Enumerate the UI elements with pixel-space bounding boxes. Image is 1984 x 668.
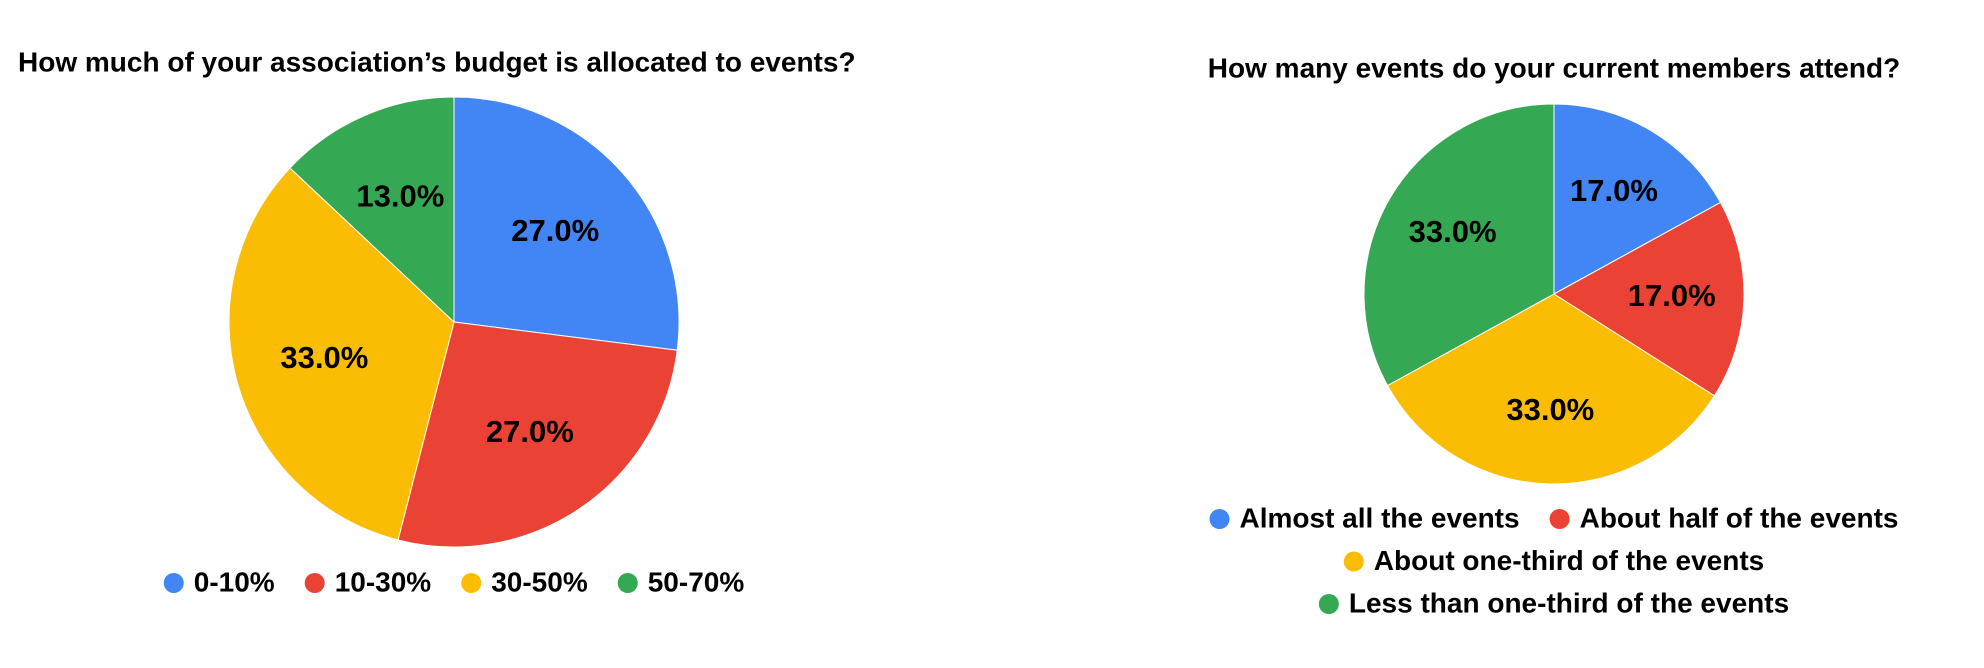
chart-title: How much of your association’s budget is…: [18, 46, 856, 77]
legend-item: 30-50%: [461, 566, 588, 597]
legend-label: 50-70%: [648, 566, 745, 597]
pie-slice: [397, 321, 678, 548]
legend-item: About one-third of the events: [1343, 545, 1764, 576]
data-label: 27.0%: [486, 414, 574, 449]
pie-slice: [1386, 293, 1716, 485]
pie-slice: [1553, 103, 1722, 295]
legend-label: 10-30%: [335, 566, 432, 597]
legend-item: 50-70%: [617, 566, 745, 597]
legend-swatch: [163, 573, 184, 593]
legend-label: About one-third of the events: [1374, 545, 1764, 576]
pie-slice: [1363, 103, 1555, 387]
legend-swatch: [1549, 509, 1570, 529]
legend-row: Less than one-third of the events: [1318, 587, 1789, 618]
legend-swatch: [617, 573, 638, 593]
pie-slice: [289, 96, 455, 324]
legend-item: 10-30%: [304, 566, 432, 597]
data-label: 17.0%: [1628, 278, 1716, 313]
legend-item: Less than one-third of the events: [1318, 587, 1789, 618]
chart-title: How many events do your current members …: [1208, 52, 1900, 83]
data-label: 33.0%: [1506, 392, 1594, 427]
legend-label: 30-50%: [491, 566, 588, 597]
data-label: 33.0%: [1409, 214, 1497, 249]
pie-slice: [228, 167, 455, 541]
legend-label: Less than one-third of the events: [1349, 587, 1789, 618]
legend-item: 0-10%: [163, 566, 275, 597]
legend-label: About half of the events: [1580, 502, 1899, 533]
legend-swatch: [1209, 509, 1230, 529]
legend-label: Almost all the events: [1240, 502, 1520, 533]
legend-item: About half of the events: [1549, 502, 1899, 533]
data-label: 27.0%: [511, 213, 599, 248]
legend-label: 0-10%: [194, 566, 275, 597]
legend-swatch: [304, 573, 325, 593]
legend-swatch: [1318, 594, 1339, 614]
legend-row: Almost all the events About half of the e…: [1209, 502, 1899, 533]
legend-swatch: [1343, 551, 1364, 572]
pie-slice: [1553, 201, 1745, 397]
legend-row: About one-third of the events: [1343, 545, 1764, 576]
pie-slice: [453, 96, 680, 351]
legend-row: 0-10% 10-30% 30-50% 50-70%: [163, 566, 745, 597]
legend-swatch: [461, 573, 482, 593]
data-label: 33.0%: [280, 340, 368, 375]
legend-item: Almost all the events: [1209, 502, 1520, 533]
data-label: 13.0%: [356, 178, 444, 213]
data-label: 17.0%: [1570, 173, 1658, 208]
